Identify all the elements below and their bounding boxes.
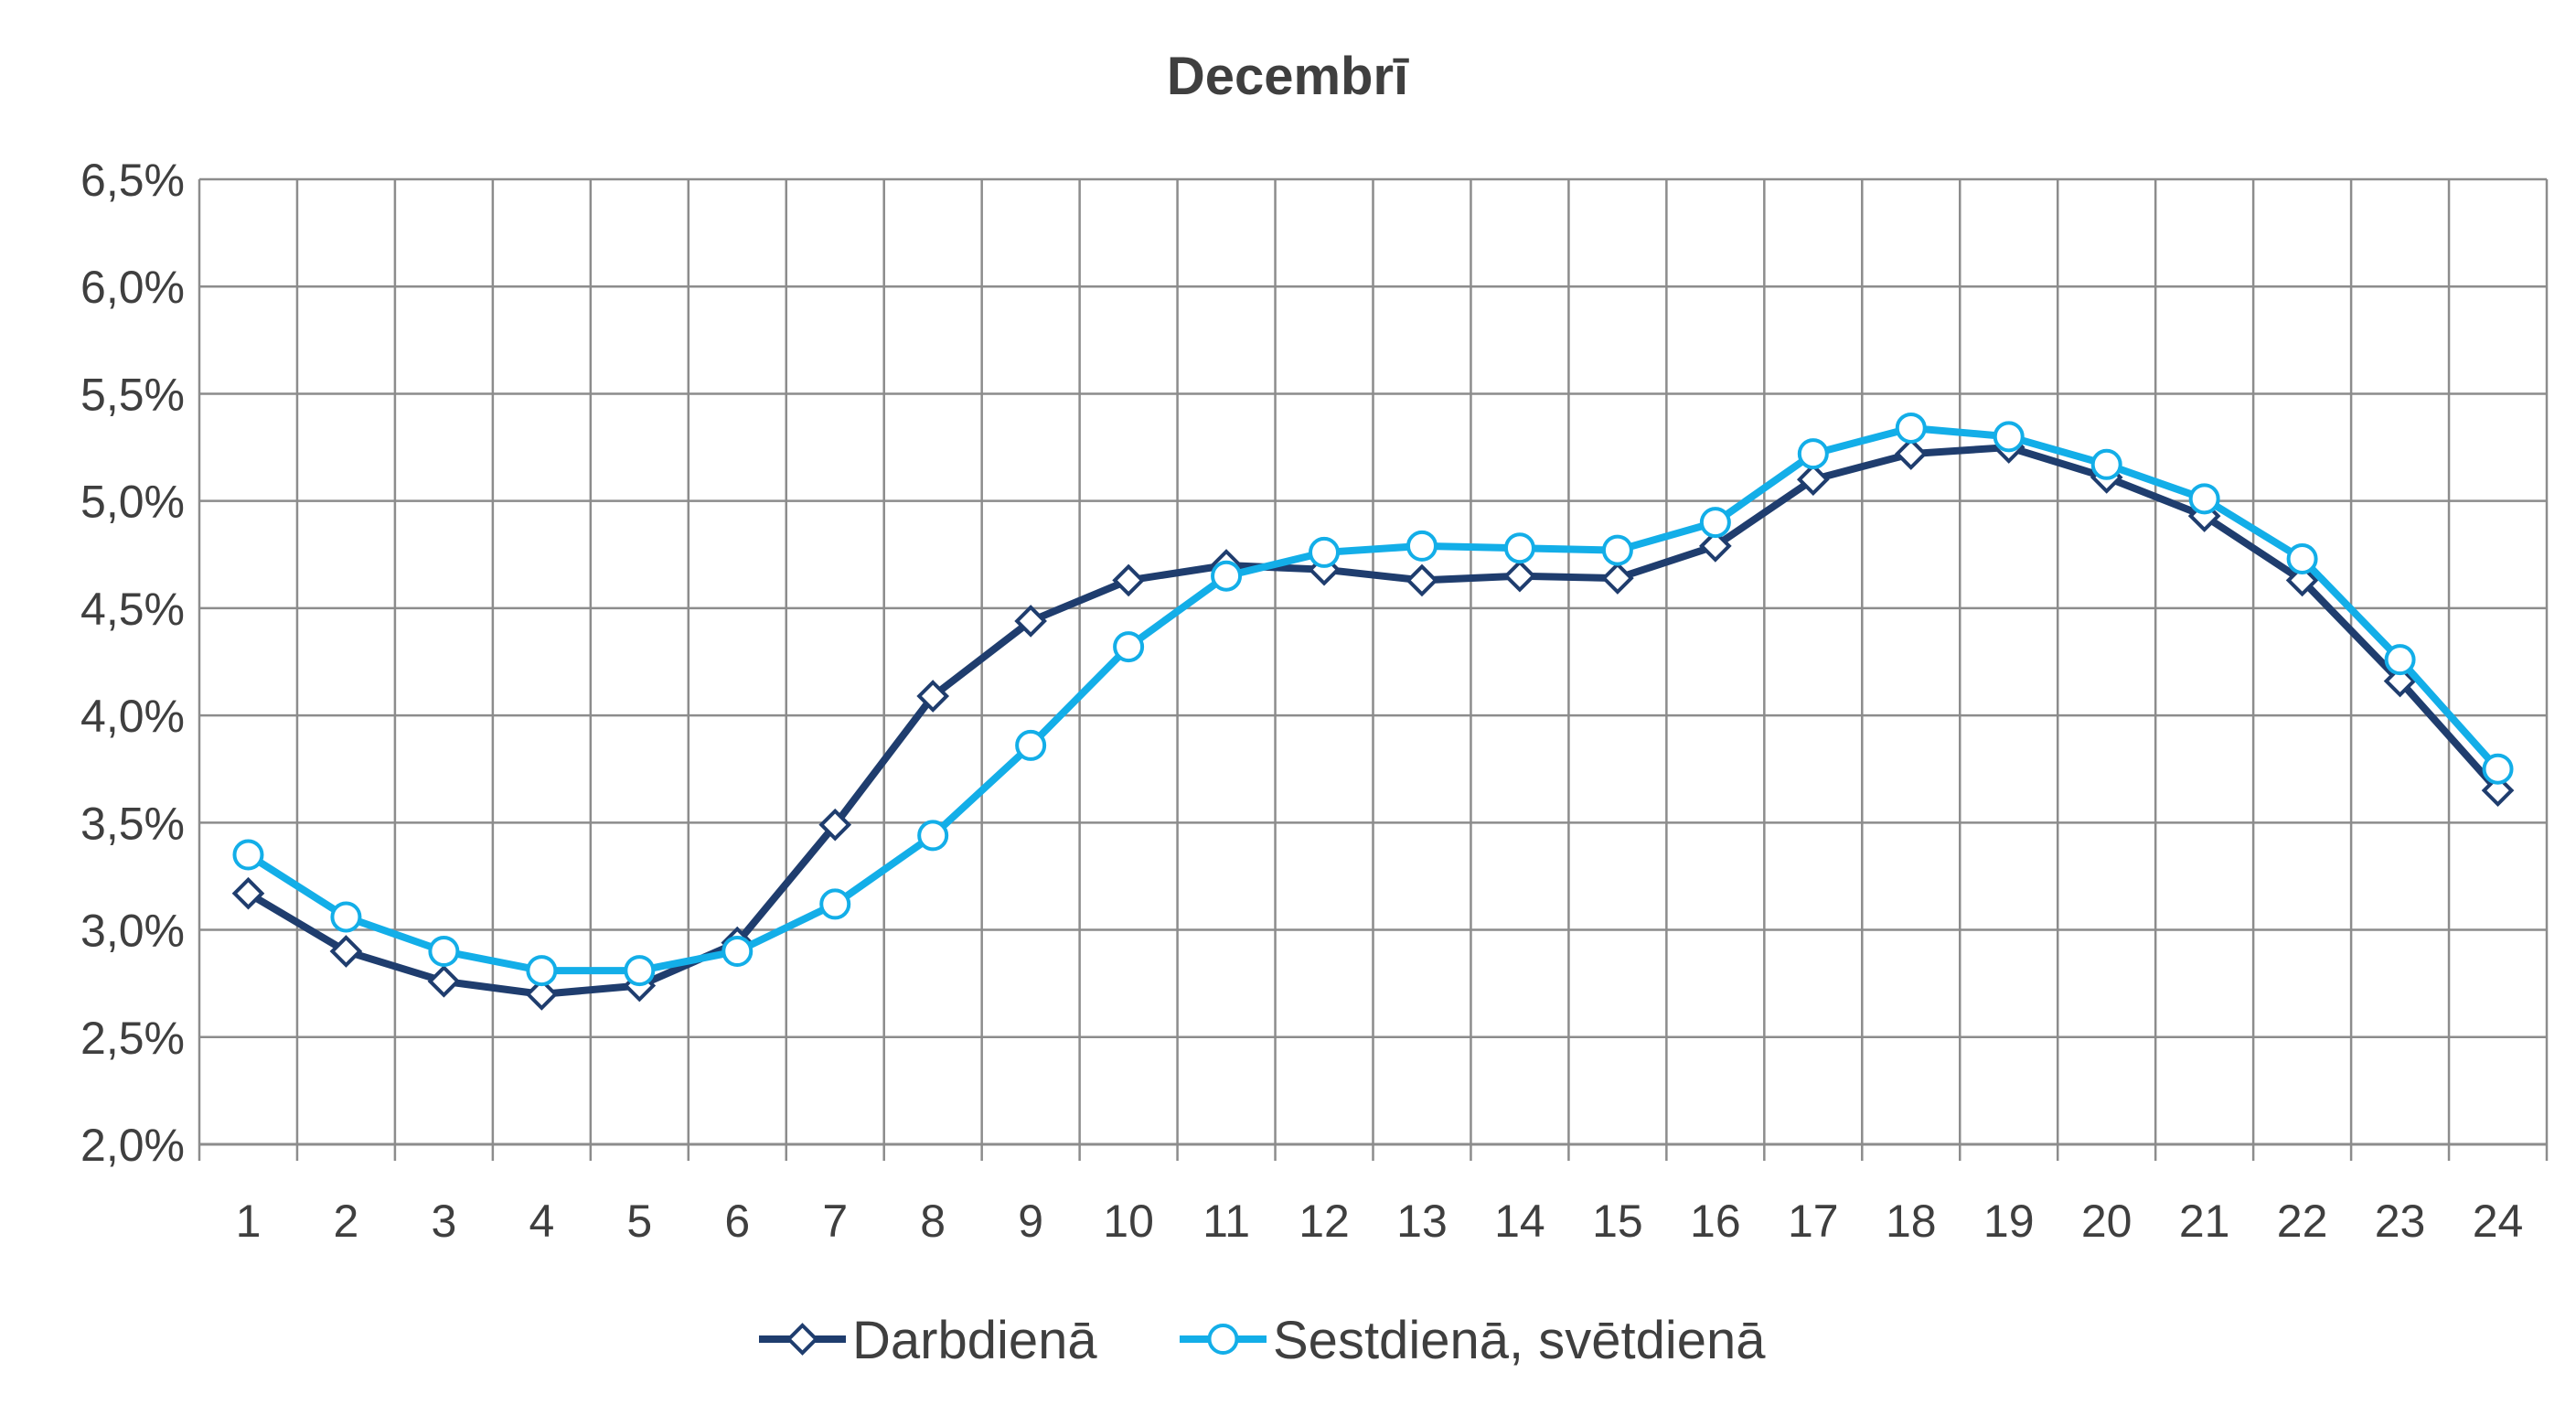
x-tick-label: 7	[822, 1196, 848, 1247]
x-tick-label: 11	[1202, 1196, 1250, 1247]
x-tick-label: 8	[920, 1196, 946, 1247]
x-tick-label: 10	[1103, 1196, 1154, 1247]
data-point-sestdiena-svetdiena	[1895, 412, 1927, 444]
x-tick-label: 3	[431, 1196, 456, 1247]
data-point-sestdiena-svetdiena	[624, 955, 656, 987]
grid	[198, 177, 2549, 1146]
data-point-sestdiena-svetdiena	[2384, 644, 2416, 676]
y-tick-label: 3,5%	[80, 798, 185, 849]
x-tick-label: 24	[2473, 1196, 2524, 1247]
x-tick-label: 21	[2179, 1196, 2230, 1247]
x-tick-label: 20	[2081, 1196, 2132, 1247]
data-point-darbdiena	[2285, 563, 2319, 597]
y-tick-label: 6,5%	[80, 155, 185, 206]
data-point-sestdiena-svetdiena	[1797, 438, 1829, 470]
x-tick-label: 2	[334, 1196, 359, 1247]
data-point-darbdiena	[525, 978, 559, 1011]
x-tick-label: 5	[626, 1196, 652, 1247]
data-point-sestdiena-svetdiena	[526, 955, 558, 987]
data-point-darbdiena	[231, 876, 265, 910]
x-tick-label: 19	[1983, 1196, 2035, 1247]
x-tick-label: 6	[724, 1196, 750, 1247]
data-point-sestdiena-svetdiena	[819, 888, 851, 920]
y-tick-label: 2,5%	[80, 1013, 185, 1064]
data-point-darbdiena	[427, 964, 461, 998]
x-tick-label: 4	[529, 1196, 554, 1247]
data-point-sestdiena-svetdiena	[2286, 542, 2318, 574]
data-point-sestdiena-svetdiena	[428, 936, 460, 967]
y-tick-label: 2,0%	[80, 1120, 185, 1171]
data-point-darbdiena	[2383, 664, 2417, 698]
x-tick-label: 16	[1690, 1196, 1741, 1247]
data-point-darbdiena	[1112, 563, 1145, 597]
series-line-sestdiena-svetdiena	[246, 424, 2501, 975]
y-tick-label: 5,5%	[80, 369, 185, 420]
data-point-darbdiena	[1601, 562, 1634, 595]
chart-title: Decembrī	[1167, 47, 1409, 106]
data-point-sestdiena-svetdiena	[1699, 507, 1731, 539]
y-tick-label: 6,0%	[80, 262, 185, 313]
data-point-sestdiena-svetdiena	[1113, 631, 1145, 663]
y-axis: 2,0% 2,5% 3,0% 3,5% 4,0% 4,5% 5,0% 5,5% 6,0% 6,5%	[80, 155, 185, 1171]
x-tick-label: 15	[1592, 1196, 1643, 1247]
y-tick-label: 4,5%	[80, 584, 185, 635]
x-tick-label: 22	[2277, 1196, 2328, 1247]
data-point-sestdiena-svetdiena	[1601, 534, 1633, 566]
x-tick-label: 23	[2375, 1196, 2426, 1247]
data-point-sestdiena-svetdiena	[2188, 483, 2220, 515]
data-point-darbdiena	[1406, 563, 1438, 597]
data-point-sestdiena-svetdiena	[1309, 536, 1341, 568]
data-point-sestdiena-svetdiena	[330, 901, 362, 933]
y-tick-label: 4,0%	[80, 691, 185, 742]
data-point-sestdiena-svetdiena	[2482, 753, 2514, 785]
data-point-sestdiena-svetdiena	[232, 839, 264, 871]
x-tick-label: 17	[1788, 1196, 1839, 1247]
data-point-darbdiena	[1014, 605, 1047, 638]
x-tick-label: 1	[236, 1196, 262, 1247]
series-line-darbdiena	[246, 444, 2501, 998]
data-point-sestdiena-svetdiena	[1503, 532, 1535, 564]
legend-marker-sestdiena-svetdiena	[1207, 1324, 1239, 1355]
x-tick-label: 9	[1018, 1196, 1043, 1247]
y-tick-label: 5,0%	[80, 477, 185, 528]
x-tick-label: 18	[1886, 1196, 1937, 1247]
data-point-sestdiena-svetdiena	[1993, 421, 2025, 453]
data-point-darbdiena	[329, 935, 363, 968]
legend-label-sestdiena-svetdiena: Sestdienā, svētdienā	[1273, 1311, 1766, 1370]
data-point-sestdiena-svetdiena	[1406, 530, 1438, 562]
x-tick-label: 14	[1494, 1196, 1545, 1247]
data-point-darbdiena	[1894, 437, 1928, 470]
data-point-sestdiena-svetdiena	[2090, 448, 2122, 480]
data-point-darbdiena	[1796, 463, 1830, 497]
x-tick-label: 12	[1299, 1196, 1350, 1247]
data-point-darbdiena	[1699, 530, 1732, 563]
data-point-sestdiena-svetdiena	[917, 820, 949, 852]
data-point-sestdiena-svetdiena	[721, 936, 754, 967]
series-group	[231, 412, 2515, 1011]
data-point-sestdiena-svetdiena	[1015, 729, 1047, 761]
data-point-darbdiena	[818, 808, 852, 842]
legend-label-darbdiena: Darbdienā	[852, 1311, 1097, 1370]
y-tick-label: 3,0%	[80, 906, 185, 957]
data-point-darbdiena	[916, 680, 950, 713]
data-point-darbdiena	[2481, 774, 2515, 807]
data-point-sestdiena-svetdiena	[1211, 560, 1243, 592]
legend-marker-darbdiena	[786, 1323, 819, 1356]
x-axis: 1 2 3 4 5 6 7 8 9 10 11 12 13 14 15 16 17 18 19 20 21 22 23 24	[198, 1142, 2549, 1247]
data-point-darbdiena	[1503, 559, 1536, 593]
legend: Darbdienā Sestdienā, svētdienā	[759, 1311, 1766, 1370]
x-tick-label: 13	[1396, 1196, 1448, 1247]
